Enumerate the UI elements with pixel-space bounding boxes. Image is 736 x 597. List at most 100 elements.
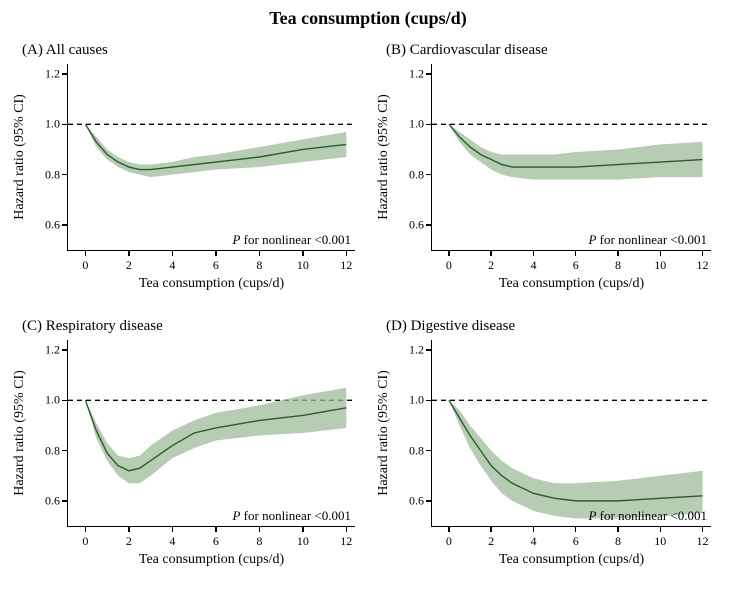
x-tick-label: 4 [530,534,536,549]
x-tick [85,250,87,256]
y-tick-label: 1.2 [409,67,424,82]
x-tick [346,526,348,532]
x-tick [448,250,450,256]
x-tick [575,250,577,256]
y-tick-label: 0.6 [409,493,424,508]
x-tick-label: 6 [213,258,219,273]
x-tick [660,250,662,256]
p-nonlinear-label: P for nonlinear <0.001 [588,232,707,248]
curve-svg [432,64,711,250]
panel-label: (D) Digestive disease [386,318,515,335]
curve-svg [68,340,355,526]
x-tick [259,250,261,256]
x-tick-label: 4 [169,258,175,273]
y-tick-label: 0.6 [409,217,424,232]
x-tick-label: 6 [573,534,579,549]
x-tick [533,250,535,256]
figure-root: Tea consumption (cups/d) (A) All causes T… [0,0,736,597]
x-tick [533,526,535,532]
plot-area: Tea consumption (cups/d)0.60.81.01.20246… [67,64,355,251]
x-tick-label: 12 [340,258,352,273]
panel-b: (B) Cardiovascular disease Tea consumptio… [386,42,726,308]
x-tick-label: 10 [654,258,666,273]
x-tick-label: 2 [126,258,132,273]
x-tick-label: 10 [297,534,309,549]
x-tick-label: 12 [697,534,709,549]
x-tick-label: 0 [82,258,88,273]
confidence-band [85,124,346,177]
x-tick [172,526,174,532]
x-tick [448,526,450,532]
y-axis-label: Hazard ratio (95% CI) [376,370,392,496]
y-tick-label: 1.0 [409,117,424,132]
curve-svg [68,64,355,250]
x-tick-label: 6 [213,534,219,549]
y-tick-label: 1.2 [45,343,60,358]
y-tick-label: 0.8 [409,167,424,182]
confidence-band [449,124,703,179]
panel-label: (B) Cardiovascular disease [386,42,548,59]
y-tick-label: 1.0 [45,393,60,408]
x-tick-label: 12 [697,258,709,273]
y-tick-label: 0.8 [45,443,60,458]
y-tick-label: 0.6 [45,217,60,232]
x-tick [259,526,261,532]
plot-area: Tea consumption (cups/d)0.60.81.01.20246… [431,340,711,527]
x-tick [302,250,304,256]
panel-a: (A) All causesTea consumption (cups/d)0.… [22,42,372,308]
x-tick [575,526,577,532]
y-axis-label: Hazard ratio (95% CI) [12,94,28,220]
y-axis-label: Hazard ratio (95% CI) [376,94,392,220]
x-tick [702,250,704,256]
x-tick-label: 10 [297,258,309,273]
plot-area: Tea consumption (cups/d)0.60.81.01.20246… [67,340,355,527]
x-tick [490,250,492,256]
x-tick-label: 0 [82,534,88,549]
x-tick [128,250,130,256]
x-tick [128,526,130,532]
p-nonlinear-label: P for nonlinear <0.001 [232,508,351,524]
x-tick-label: 0 [446,258,452,273]
plot-area: Tea consumption (cups/d)0.60.81.01.20246… [431,64,711,251]
x-axis-label: Tea consumption (cups/d) [499,552,644,568]
x-tick-label: 4 [530,258,536,273]
x-tick [617,250,619,256]
x-tick-label: 0 [446,534,452,549]
x-axis-label: Tea consumption (cups/d) [499,276,644,292]
main-title: Tea consumption (cups/d) [0,8,736,29]
y-tick-label: 1.2 [45,67,60,82]
x-tick [172,250,174,256]
x-tick-label: 2 [488,258,494,273]
x-tick-label: 8 [615,534,621,549]
x-tick-label: 8 [615,258,621,273]
x-tick [302,526,304,532]
x-tick [85,526,87,532]
x-tick-label: 10 [654,534,666,549]
x-tick [660,526,662,532]
x-tick-label: 2 [488,534,494,549]
panel-d: (D) Digestive disease Tea consumption (cu… [386,318,726,584]
x-axis-label: Tea consumption (cups/d) [139,276,284,292]
p-nonlinear-label: P for nonlinear <0.001 [232,232,351,248]
panel-label: (A) All causes [22,42,108,59]
y-tick-label: 1.0 [409,393,424,408]
x-tick-label: 6 [573,258,579,273]
y-axis-label: Hazard ratio (95% CI) [12,370,28,496]
x-tick [215,526,217,532]
x-tick [702,526,704,532]
x-axis-label: Tea consumption (cups/d) [139,552,284,568]
p-nonlinear-label: P for nonlinear <0.001 [588,508,707,524]
curve-svg [432,340,711,526]
panel-c: (C) Respiratory disease Tea consumption (… [22,318,372,584]
panel-label: (C) Respiratory disease [22,318,163,335]
y-tick-label: 1.0 [45,117,60,132]
x-tick-label: 12 [340,534,352,549]
x-tick-label: 4 [169,534,175,549]
x-tick-label: 8 [256,258,262,273]
x-tick-label: 8 [256,534,262,549]
y-tick-label: 0.8 [409,443,424,458]
y-tick-label: 1.2 [409,343,424,358]
x-tick [215,250,217,256]
x-tick [346,250,348,256]
y-tick-label: 0.6 [45,493,60,508]
